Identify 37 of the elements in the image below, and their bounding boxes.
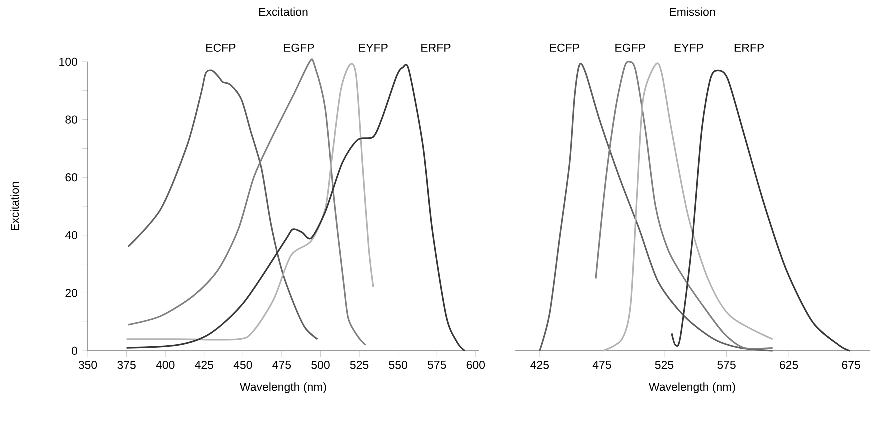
series-label: ERFP: [422, 44, 451, 52]
text: ERFP: [734, 44, 764, 52]
x-tick-label: 525: [655, 361, 674, 370]
y-tick-label: 0: [72, 346, 78, 356]
x-tick-label: 475: [592, 361, 612, 370]
y-tick-label: 60: [66, 174, 78, 182]
x-axis-title: Wavelength (nm): [648, 382, 736, 394]
x-tick-label: 600: [466, 361, 486, 370]
chart-title: Excitation: [260, 8, 308, 16]
series-label: EYFP: [359, 44, 388, 52]
x-tick-label: 400: [156, 361, 175, 370]
x-tick-label: 575: [428, 361, 446, 370]
y-tick-label: 20: [66, 289, 78, 298]
x-tick-label: 375: [118, 361, 136, 370]
x-axis-title: Wavelength (nm): [240, 382, 326, 394]
x-tick-label: 575: [718, 361, 736, 370]
x-tick-label: 350: [78, 361, 98, 370]
line-series: [128, 70, 318, 340]
y-axis-title: Excitation: [10, 182, 20, 230]
y-tick-label: 80: [66, 116, 78, 124]
x-tick-label: 525: [350, 361, 369, 370]
x-tick-label: 425: [195, 361, 214, 370]
x-tick-label: 550: [389, 361, 408, 370]
x-tick-label: 425: [530, 361, 550, 370]
series-label: EGFP: [616, 44, 646, 52]
series-label: EGFP: [284, 44, 314, 52]
chart-title: Emission: [670, 8, 716, 16]
series-label: ECFP: [206, 44, 236, 52]
x-tick-label: 500: [312, 361, 330, 370]
x-tick-label: 450: [234, 361, 252, 370]
y-tick-label: 100: [60, 58, 78, 66]
x-tick-label: 625: [780, 361, 798, 370]
y-tick-label: 40: [65, 231, 78, 240]
series-label: ECFP: [550, 44, 580, 52]
series-label: EYFP: [674, 44, 704, 52]
x-tick-label: 675: [842, 361, 860, 370]
x-tick-label: 475: [272, 361, 292, 370]
